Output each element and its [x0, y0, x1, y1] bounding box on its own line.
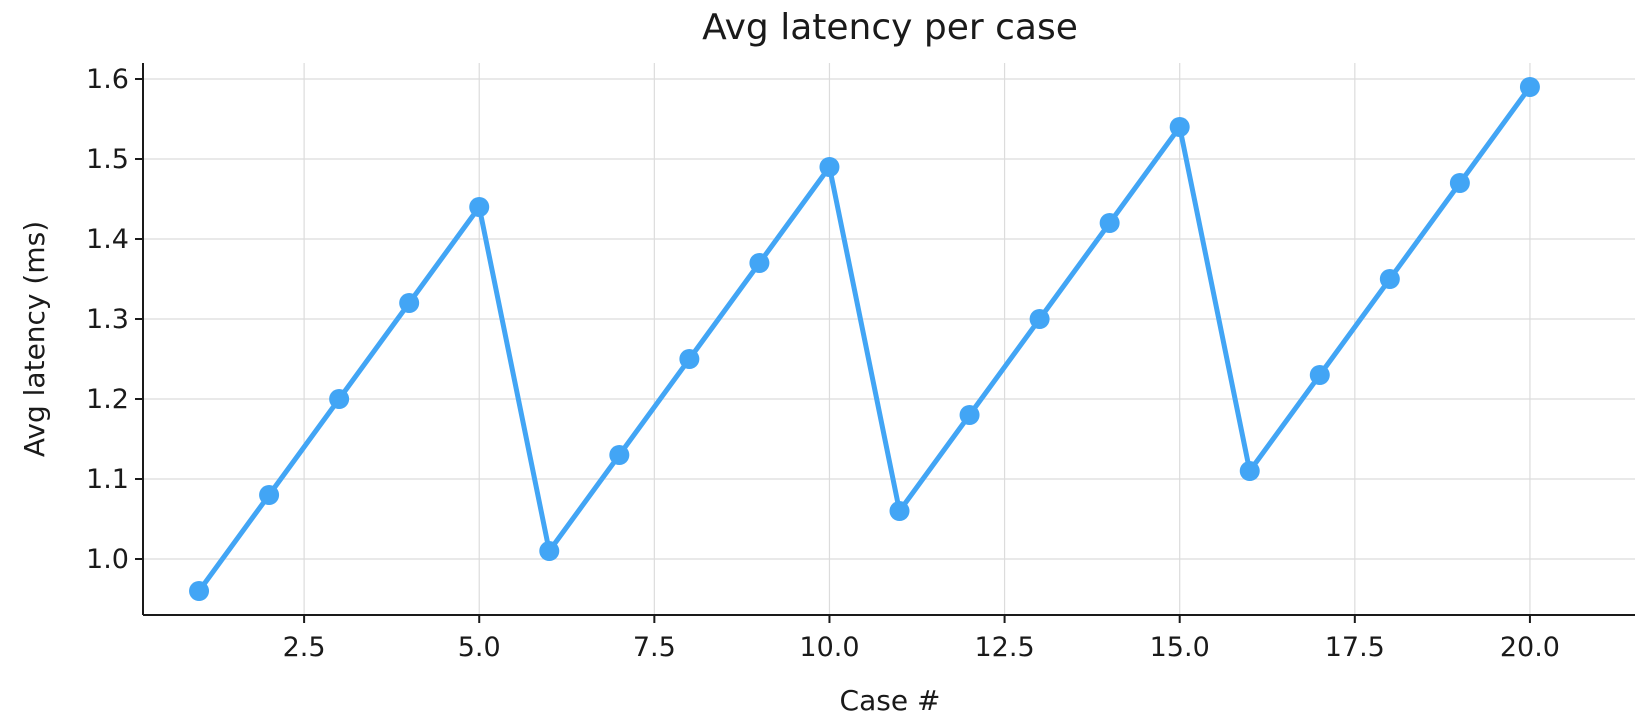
y-tick-label: 1.4: [86, 224, 129, 255]
x-tick-label: 7.5: [633, 632, 676, 663]
data-point: [959, 405, 980, 425]
x-tick-label: 15.0: [1150, 632, 1210, 663]
x-tick-label: 20.0: [1500, 632, 1560, 663]
x-tick-label: 17.5: [1325, 632, 1385, 663]
ticks: 2.5 5.0 7.5 10.0 12.5 15.0 17.5 20.0 1.0 1.1 1.2 1.…: [86, 64, 1560, 663]
data-point: [1239, 461, 1260, 481]
x-tick-label: 5.0: [458, 632, 501, 663]
latency-series-line: [196, 84, 1533, 594]
y-tick-label: 1.3: [86, 304, 129, 335]
axes: [142, 63, 1635, 616]
data-point: [819, 157, 840, 177]
y-tick-label: 1.0: [86, 544, 129, 575]
data-point: [1029, 309, 1050, 329]
y-tick-label: 1.6: [86, 64, 129, 95]
data-point: [609, 445, 630, 465]
data-point: [1169, 117, 1190, 137]
x-tick-label: 2.5: [283, 632, 326, 663]
data-point: [1449, 173, 1470, 193]
data-point: [679, 349, 700, 369]
data-point: [189, 581, 210, 601]
grid: [143, 63, 1635, 615]
data-point: [889, 501, 910, 521]
data-point: [749, 253, 770, 273]
data-point: [1099, 213, 1120, 233]
y-tick-label: 1.5: [86, 144, 129, 175]
y-tick-label: 1.1: [86, 464, 129, 495]
data-point: [1379, 269, 1400, 289]
data-point: [539, 541, 560, 561]
data-point: [329, 389, 350, 409]
x-tick-label: 10.0: [799, 632, 859, 663]
data-point: [399, 293, 420, 313]
data-point: [259, 485, 280, 505]
x-tick-label: 12.5: [975, 632, 1035, 663]
x-axis-label: Case #: [840, 684, 941, 717]
data-point: [1519, 77, 1540, 97]
data-point: [1309, 365, 1330, 385]
y-tick-label: 1.2: [86, 384, 129, 415]
series: [189, 77, 1540, 601]
y-axis-label: Avg latency (ms): [18, 221, 51, 457]
data-point: [469, 197, 490, 217]
chart-title: Avg latency per case: [702, 7, 1078, 48]
